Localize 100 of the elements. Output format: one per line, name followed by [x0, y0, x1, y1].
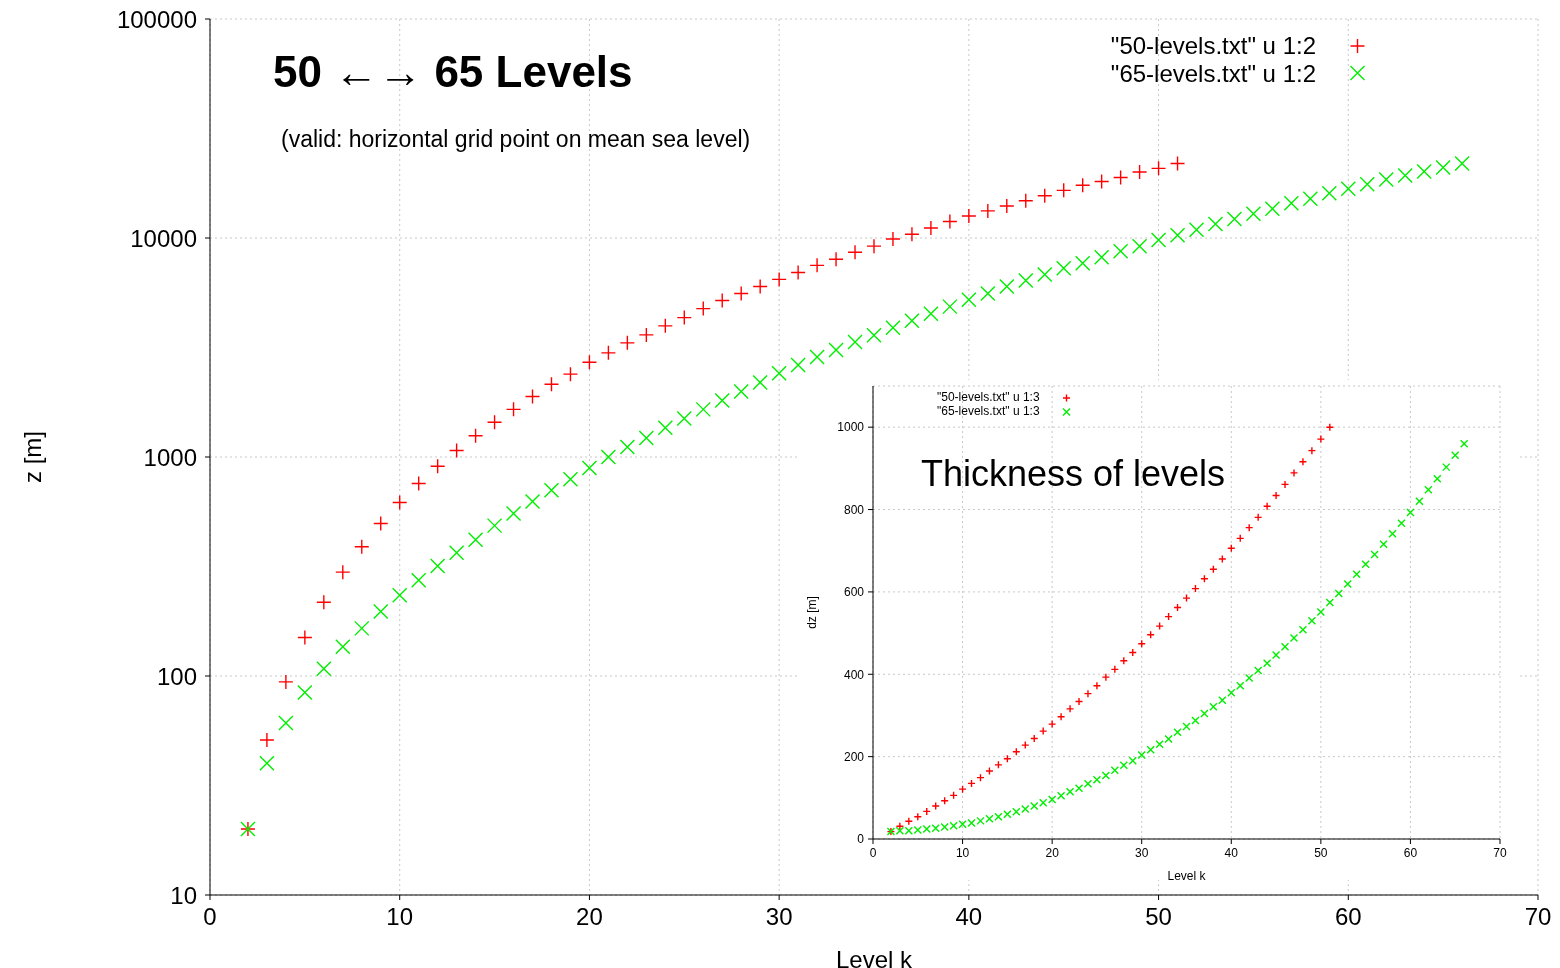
point [931, 801, 940, 811]
point [1018, 193, 1034, 209]
point [505, 401, 522, 418]
y-tick-label: 400 [843, 667, 865, 682]
x-tick-label: 20 [1045, 845, 1060, 860]
point [1056, 712, 1066, 721]
point [980, 203, 996, 219]
x-tick-label: 40 [1224, 845, 1239, 860]
x-tick-label: 0 [869, 845, 877, 860]
point [1150, 160, 1167, 177]
y-tick-label: 1000 [143, 443, 197, 471]
point [1021, 740, 1030, 750]
point [809, 257, 825, 274]
point [335, 564, 351, 580]
point [316, 594, 332, 611]
point [1056, 182, 1072, 199]
point [448, 442, 465, 459]
y-tick-label: 100000 [116, 5, 197, 33]
point [410, 475, 427, 492]
point [1047, 719, 1057, 729]
point [619, 335, 636, 351]
point [259, 732, 275, 748]
x-tick-label: 60 [1403, 845, 1418, 860]
x-axis-title: Level k [835, 946, 914, 968]
point [771, 271, 787, 288]
point [714, 292, 730, 309]
legend-label: "50-levels.txt" u 1:2 [1110, 32, 1316, 60]
point [1037, 188, 1053, 204]
point [1074, 697, 1084, 706]
point [1119, 656, 1128, 665]
point [1271, 491, 1281, 500]
point [676, 309, 692, 326]
point [885, 231, 901, 247]
point [1307, 446, 1317, 455]
point [524, 388, 541, 405]
point [695, 300, 711, 317]
point [961, 208, 977, 224]
y-tick-label: 10000 [130, 224, 197, 252]
y-tick-label: 100 [156, 662, 197, 690]
point [486, 414, 503, 431]
point [994, 760, 1003, 770]
point [1101, 672, 1111, 682]
y-tick-label: 0 [857, 832, 865, 847]
point [790, 264, 806, 281]
x-tick-label: 60 [1334, 903, 1362, 931]
x-axis-title: Level k [1167, 869, 1207, 883]
point [467, 428, 484, 444]
point [1262, 502, 1272, 511]
legend-label: "65-levels.txt" u 1:3 [937, 403, 1040, 419]
x-tick-label: 10 [955, 845, 970, 860]
point [904, 226, 920, 242]
text: 50 ←→ 65 Levels [273, 47, 633, 97]
point [543, 376, 560, 392]
point [600, 345, 617, 361]
point [828, 251, 844, 267]
point [354, 539, 370, 555]
point [373, 515, 389, 532]
point [1298, 457, 1308, 466]
point [1325, 422, 1335, 432]
point [866, 238, 882, 254]
point [923, 220, 939, 236]
x-tick-label: 10 [386, 903, 414, 931]
legend-label: "50-levels.txt" u 1:3 [937, 390, 1040, 405]
y-axis-title: dz [m] [805, 596, 820, 629]
point [942, 213, 958, 230]
x-tick-label: 70 [1524, 903, 1552, 931]
point [985, 766, 994, 776]
y-tick-label: 200 [843, 749, 865, 764]
point [1218, 554, 1227, 564]
point [752, 278, 768, 295]
legend-label: "65-levels.txt" u 1:2 [1110, 59, 1316, 88]
point [297, 629, 313, 646]
point [1289, 468, 1299, 478]
point [1253, 513, 1263, 522]
point [1112, 169, 1129, 186]
x-tick-label: 50 [1145, 903, 1172, 931]
point [1182, 593, 1191, 603]
x-tick-label: 70 [1493, 845, 1507, 860]
point [562, 366, 579, 382]
point [847, 244, 863, 260]
y-tick-label: 10 [170, 881, 197, 909]
point [429, 458, 446, 474]
point [1280, 480, 1290, 489]
point [1316, 434, 1326, 444]
point [1083, 689, 1093, 698]
y-tick-label: 800 [843, 502, 865, 517]
point [1093, 173, 1110, 190]
x-tick-label: 30 [1135, 845, 1149, 860]
x-tick-label: 40 [955, 903, 983, 931]
point [1092, 681, 1102, 690]
y-tick-label: 600 [843, 585, 865, 600]
x-tick-label: 30 [765, 903, 793, 931]
point [638, 327, 655, 343]
point [392, 494, 408, 511]
y-axis-title: z [m] [18, 431, 46, 483]
point [657, 318, 674, 334]
point [1131, 164, 1148, 180]
x-tick-label: 50 [1314, 845, 1328, 860]
text: (valid: horizontal grid point on mean sea level) [281, 126, 751, 153]
point [1110, 665, 1120, 674]
